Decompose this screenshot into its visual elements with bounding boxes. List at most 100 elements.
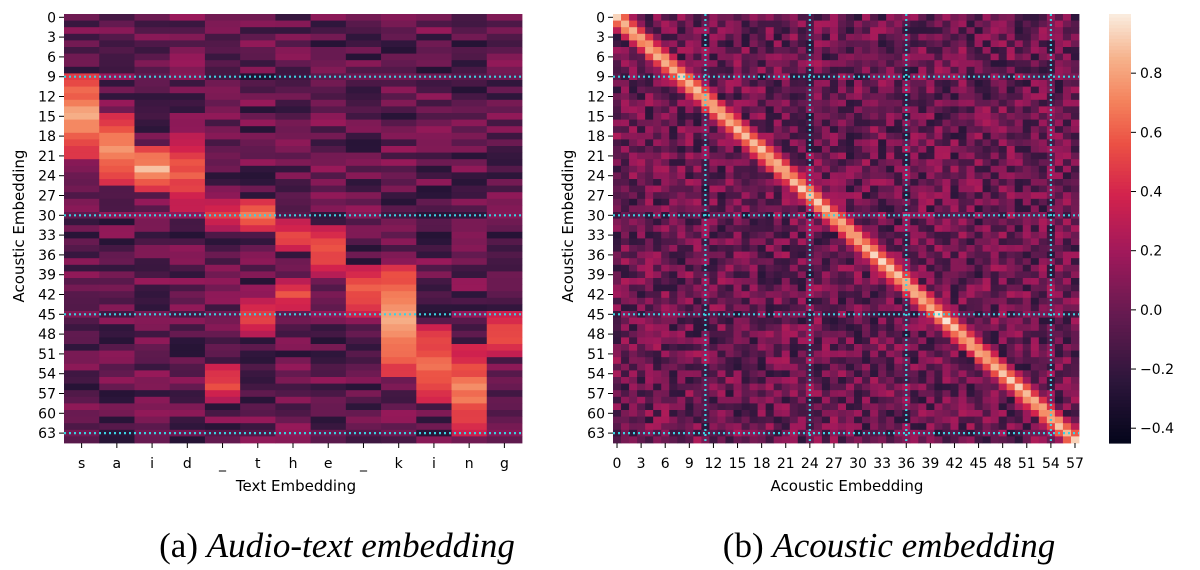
heatmap-cell xyxy=(773,324,783,332)
heatmap-cell xyxy=(854,139,863,147)
heatmap-cell xyxy=(998,73,1008,81)
heatmap-cell xyxy=(621,218,630,226)
heatmap-cell xyxy=(99,132,135,140)
heatmap-cell xyxy=(902,159,911,167)
heatmap-cell xyxy=(773,152,783,160)
heatmap-cell xyxy=(886,159,895,167)
heatmap-cell xyxy=(310,66,347,74)
heatmap-cell xyxy=(1038,165,1048,173)
heatmap-cell xyxy=(717,297,726,305)
heatmap-cell xyxy=(1046,113,1056,120)
heatmap-cell xyxy=(757,264,767,272)
heatmap-cell xyxy=(1046,238,1056,246)
heatmap-cell xyxy=(621,60,630,68)
colorbar-segment xyxy=(1109,28,1131,33)
heatmap-cell xyxy=(870,152,879,160)
heatmap-cell xyxy=(1054,113,1064,120)
heatmap-cell xyxy=(1054,14,1064,21)
heatmap-cell xyxy=(1006,86,1016,94)
heatmap-cell xyxy=(204,165,241,173)
heatmap-cell xyxy=(765,304,775,312)
heatmap-cell xyxy=(934,218,943,226)
heatmap-cell xyxy=(966,317,975,325)
heatmap-cell xyxy=(757,40,767,48)
heatmap-cell xyxy=(846,165,855,173)
heatmap-cell xyxy=(1030,278,1040,285)
heatmap-cell xyxy=(765,132,775,140)
heatmap-cell xyxy=(773,205,783,213)
heatmap-cell xyxy=(1038,317,1048,325)
heatmap-cell xyxy=(717,205,726,213)
heatmap-cell xyxy=(486,284,523,292)
heatmap-cell xyxy=(1054,185,1064,193)
heatmap-cell xyxy=(275,60,312,68)
heatmap-cell xyxy=(677,324,686,332)
heatmap-cell xyxy=(918,152,927,160)
heatmap-cell xyxy=(894,179,903,186)
heatmap-cell xyxy=(854,159,863,167)
x-tick-label: 36 xyxy=(897,456,915,472)
heatmap-cell xyxy=(1046,205,1056,213)
heatmap-cell xyxy=(797,390,807,398)
heatmap-cell xyxy=(958,205,967,213)
heatmap-cell xyxy=(345,370,382,378)
heatmap-cell xyxy=(709,245,718,252)
heatmap-cell xyxy=(717,350,726,358)
heatmap-cell xyxy=(677,251,686,259)
heatmap-cell xyxy=(701,403,710,411)
heatmap-cell xyxy=(757,377,767,384)
heatmap-cell xyxy=(966,14,975,21)
heatmap-cell xyxy=(886,172,895,180)
heatmap-cell xyxy=(725,304,734,312)
heatmap-cell xyxy=(813,403,823,411)
heatmap-cell xyxy=(846,225,855,233)
heatmap-cell xyxy=(910,245,919,252)
heatmap-cell xyxy=(275,291,312,299)
heatmap-cell xyxy=(862,245,871,252)
heatmap-cell xyxy=(645,40,654,48)
heatmap-cell xyxy=(789,113,799,120)
heatmap-cell xyxy=(1062,304,1072,312)
heatmap-cell xyxy=(709,14,718,21)
heatmap-cell xyxy=(829,86,839,94)
heatmap-cell xyxy=(64,113,100,120)
heatmap-cell xyxy=(381,238,417,246)
heatmap-cell xyxy=(637,126,646,134)
heatmap-cell xyxy=(64,205,100,213)
heatmap-cell xyxy=(669,264,678,272)
heatmap-cell xyxy=(1030,179,1040,186)
heatmap-cell xyxy=(629,146,638,153)
heatmap-cell xyxy=(99,231,135,239)
heatmap-cell xyxy=(169,119,206,127)
heatmap-cell xyxy=(862,383,871,391)
heatmap-cell xyxy=(204,119,241,127)
heatmap-cell xyxy=(661,344,670,351)
heatmap-cell xyxy=(870,390,879,398)
heatmap-cell xyxy=(926,172,935,180)
heatmap-cell xyxy=(661,119,670,127)
heatmap-cell xyxy=(910,264,919,272)
heatmap-cell xyxy=(64,429,100,437)
heatmap-cell xyxy=(837,297,847,305)
heatmap-cell xyxy=(781,238,791,246)
heatmap-cell xyxy=(821,337,831,345)
heatmap-cell xyxy=(918,14,927,21)
heatmap-cell xyxy=(982,225,992,233)
heatmap-cell xyxy=(958,218,967,226)
heatmap-cell xyxy=(805,429,815,437)
heatmap-cell xyxy=(1054,416,1064,424)
heatmap-cell xyxy=(942,245,951,252)
heatmap-cell xyxy=(773,139,783,147)
heatmap-cell xyxy=(621,330,630,338)
heatmap-cell xyxy=(990,165,1000,173)
heatmap-cell xyxy=(169,192,206,200)
heatmap-cell xyxy=(275,350,312,358)
heatmap-cell xyxy=(134,73,171,81)
heatmap-cell xyxy=(749,350,759,358)
heatmap-cell xyxy=(797,436,807,444)
heatmap-cell xyxy=(942,66,951,74)
heatmap-cell xyxy=(310,33,347,41)
heatmap-cell xyxy=(275,146,312,153)
heatmap-cell xyxy=(958,73,967,81)
heatmap-cell xyxy=(854,80,863,87)
